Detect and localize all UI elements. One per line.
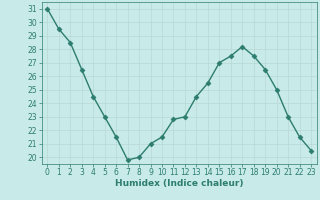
X-axis label: Humidex (Indice chaleur): Humidex (Indice chaleur) [115,179,244,188]
